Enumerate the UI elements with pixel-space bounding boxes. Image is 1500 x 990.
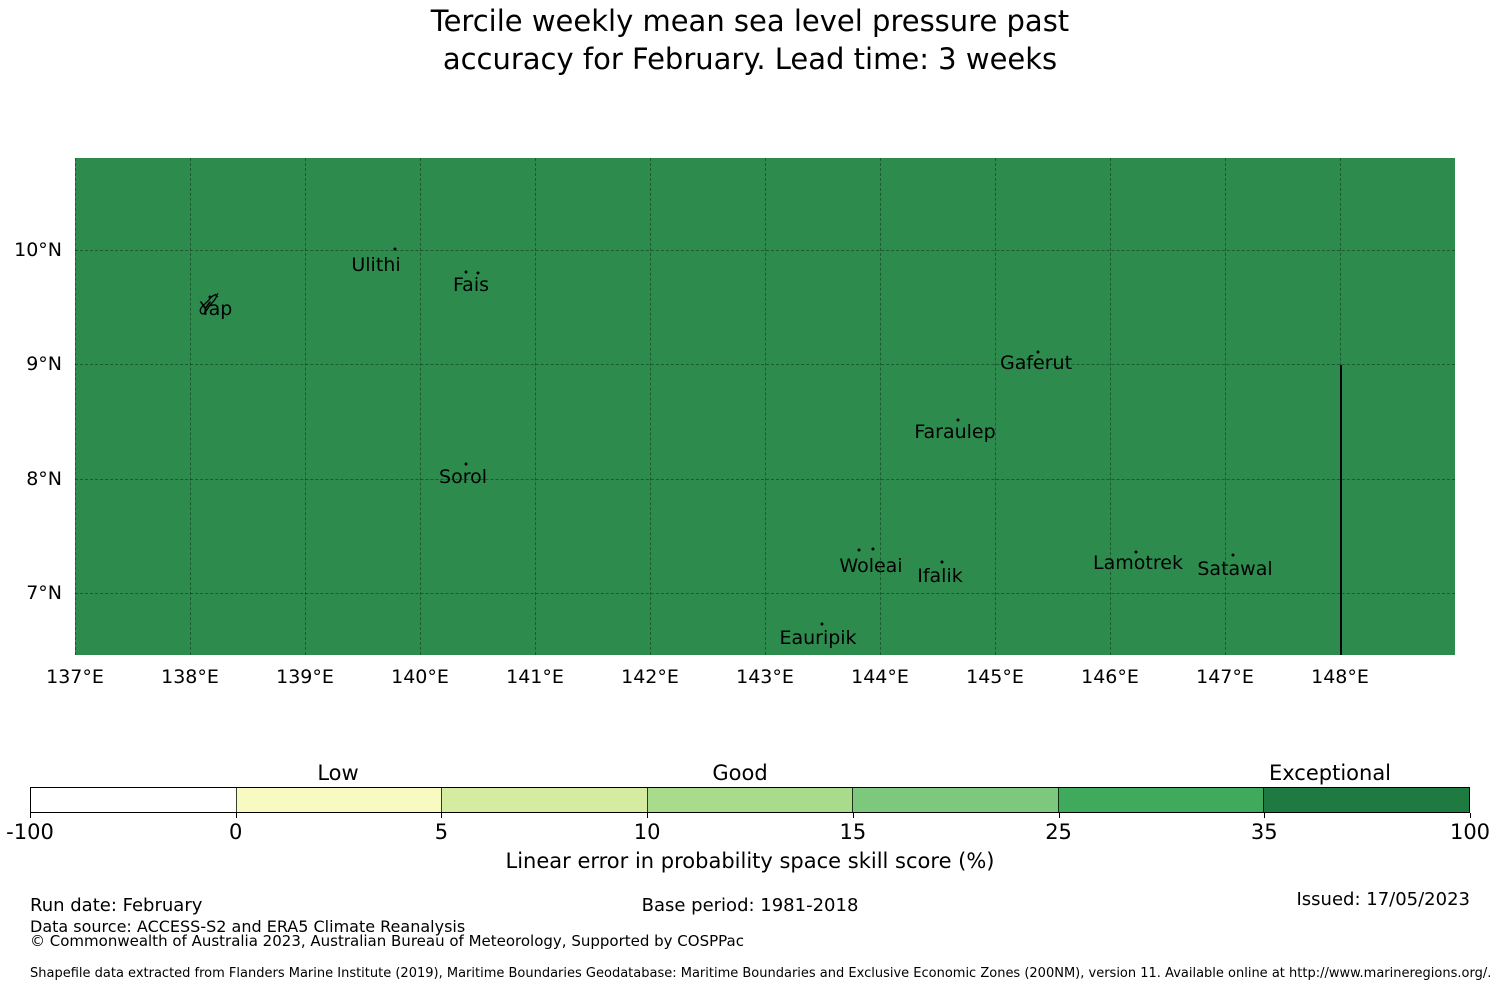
x-axis-tick-label: 146°E xyxy=(1081,666,1139,688)
island-label: Eauripik xyxy=(779,627,857,649)
parallel-gridline xyxy=(75,250,1455,251)
colorbar-segments xyxy=(31,788,1470,812)
colorbar-tick-label: 25 xyxy=(1045,820,1072,844)
base-period-text: Base period: 1981-2018 xyxy=(641,895,859,916)
island-dot xyxy=(940,560,944,564)
colorbar xyxy=(30,787,1470,813)
colorbar-tick-label: 10 xyxy=(633,820,661,844)
colorbar-tick-label: 15 xyxy=(839,820,867,844)
island-label: Faraulep xyxy=(914,421,996,443)
island-dot xyxy=(871,547,875,551)
colorbar-tick-label: 5 xyxy=(434,820,449,844)
meridian-gridline xyxy=(765,158,766,655)
colorbar-tick-label: 0 xyxy=(229,820,243,844)
island-dot xyxy=(208,295,212,299)
x-axis-tick-label: 148°E xyxy=(1311,666,1369,688)
issued-date-text: Issued: 17/05/2023 xyxy=(1296,889,1470,910)
x-axis-tick-label: 147°E xyxy=(1196,666,1254,688)
island-label: Yap xyxy=(199,298,233,320)
colorbar-tick-mark xyxy=(30,813,31,818)
colorbar-category-label: Good xyxy=(712,761,768,785)
colorbar-tick-mark xyxy=(235,813,237,818)
meridian-gridline xyxy=(305,158,306,655)
figure-title-line2: accuracy for February. Lead time: 3 week… xyxy=(442,42,1058,76)
island-label: Ulithi xyxy=(351,254,401,276)
meridian-gridline xyxy=(880,158,881,655)
y-axis-tick-label: 9°N xyxy=(26,353,62,375)
parallel-gridline xyxy=(75,593,1455,594)
eez-boundary-line xyxy=(1340,365,1342,655)
island-label: Satawal xyxy=(1197,558,1273,580)
island-dot xyxy=(820,622,824,626)
island-dot xyxy=(476,271,480,275)
colorbar-tick-mark xyxy=(1470,813,1471,818)
meridian-gridline xyxy=(1225,158,1226,655)
colorbar-segment xyxy=(1263,788,1470,812)
island-dot xyxy=(1134,550,1138,554)
y-axis-tick-label: 10°N xyxy=(14,239,62,261)
island-label: Ifalik xyxy=(917,565,963,587)
island-dot xyxy=(393,247,397,251)
colorbar-tick-mark xyxy=(1264,813,1266,818)
colorbar-tick-label: 100 xyxy=(1449,820,1491,844)
parallel-gridline xyxy=(75,479,1455,480)
island-dot xyxy=(1036,350,1040,354)
x-axis-tick-label: 141°E xyxy=(506,666,564,688)
island-dot xyxy=(956,418,960,422)
colorbar-segment xyxy=(1057,788,1264,812)
island-label: Sorol xyxy=(439,466,487,488)
map-area xyxy=(75,158,1455,655)
island-label: Lamotrek xyxy=(1093,552,1183,574)
meridian-gridline xyxy=(420,158,421,655)
x-axis-tick-label: 144°E xyxy=(851,666,909,688)
y-axis-tick-label: 7°N xyxy=(26,582,62,604)
meridian-gridline xyxy=(535,158,536,655)
parallel-gridline xyxy=(75,364,1455,365)
island-label: Gaferut xyxy=(999,352,1073,374)
run-date-text: Run date: February xyxy=(30,895,203,916)
data-source-text: Data source: ACCESS-S2 and ERA5 Climate … xyxy=(30,917,466,936)
x-axis-tick-label: 142°E xyxy=(621,666,679,688)
colorbar-tick-mark xyxy=(852,813,854,818)
island-label: Fais xyxy=(452,274,490,296)
colorbar-category-label: Low xyxy=(317,761,359,785)
colorbar-segment xyxy=(441,788,647,812)
colorbar-tick-mark xyxy=(441,813,443,818)
colorbar-axis-label: Linear error in probability space skill … xyxy=(505,849,995,873)
meridian-gridline xyxy=(190,158,191,655)
y-axis-tick-label: 8°N xyxy=(26,468,62,490)
figure-title-line1: Tercile weekly mean sea level pressure p… xyxy=(430,4,1070,38)
x-axis-tick-label: 143°E xyxy=(736,666,794,688)
colorbar-category-label: Exceptional xyxy=(1268,761,1392,785)
island-dot xyxy=(1231,553,1235,557)
colorbar-tick-mark xyxy=(1058,813,1060,818)
meridian-gridline xyxy=(1110,158,1111,655)
colorbar-segment xyxy=(235,788,442,812)
shapefile-note-text: Shapefile data extracted from Flanders M… xyxy=(30,966,1492,981)
x-axis-tick-label: 137°E xyxy=(46,666,104,688)
x-axis-tick-label: 145°E xyxy=(966,666,1024,688)
colorbar-tick-mark xyxy=(647,813,649,818)
copyright-text: © Commonwealth of Australia 2023, Austra… xyxy=(30,932,744,950)
meridian-gridline xyxy=(75,158,76,655)
yap-island-shape xyxy=(199,292,219,315)
figure-title: Tercile weekly mean sea level pressure p… xyxy=(0,2,1500,78)
colorbar-segment xyxy=(646,788,853,812)
colorbar-segment xyxy=(852,788,1058,812)
island-dot xyxy=(857,548,861,552)
colorbar-tick-label: -100 xyxy=(6,820,54,844)
colorbar-tick-label: 35 xyxy=(1250,820,1278,844)
island-label: Woleai xyxy=(839,555,903,577)
colorbar-segment xyxy=(31,788,236,812)
x-axis-tick-label: 140°E xyxy=(391,666,449,688)
meridian-gridline xyxy=(650,158,651,655)
island-dot xyxy=(464,462,468,466)
x-axis-tick-label: 138°E xyxy=(161,666,219,688)
meridian-gridline xyxy=(995,158,996,655)
island-dot xyxy=(464,270,468,274)
x-axis-tick-label: 139°E xyxy=(276,666,334,688)
